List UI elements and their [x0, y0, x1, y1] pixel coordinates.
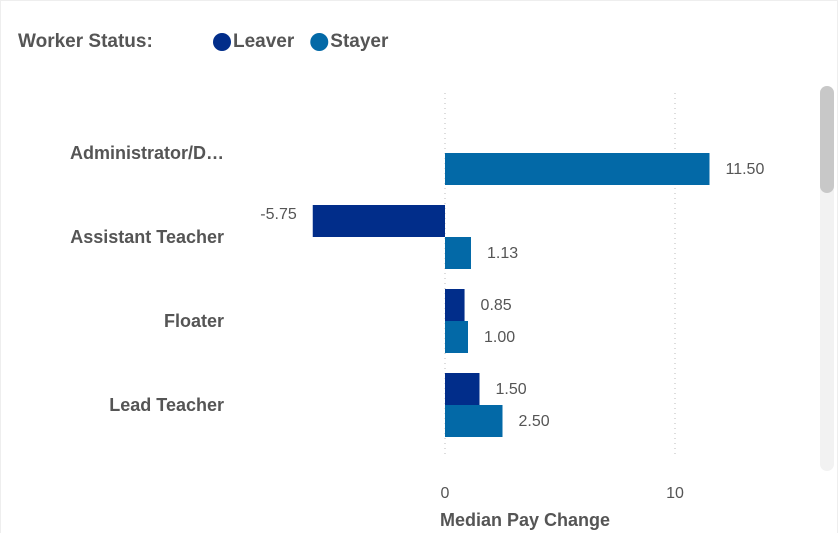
- legend-marker: [213, 33, 231, 51]
- value-label: 0.85: [481, 297, 512, 314]
- y-tick-label: Floater: [164, 311, 224, 331]
- x-axis-title: Median Pay Change: [440, 510, 610, 530]
- value-label: 1.00: [484, 329, 515, 346]
- bar: [445, 321, 468, 353]
- bar: [445, 237, 471, 269]
- bar: [445, 153, 710, 185]
- value-label: 1.50: [496, 381, 527, 398]
- bar: [312, 205, 445, 237]
- y-tick-label: Administrator/D…: [70, 143, 224, 163]
- value-label: 2.50: [519, 413, 550, 430]
- legend-marker: [310, 33, 329, 51]
- y-tick-label: Assistant Teacher: [70, 227, 224, 247]
- legend-label: Leaver: [233, 31, 295, 52]
- bar: [445, 289, 465, 321]
- x-tick-label: 10: [666, 485, 684, 502]
- x-tick-label: 0: [441, 485, 450, 502]
- value-label: 1.13: [487, 245, 518, 262]
- legend-title: Worker Status:: [18, 31, 153, 52]
- value-label: 11.50: [726, 161, 765, 178]
- legend-label: Stayer: [330, 31, 389, 52]
- bar: [445, 405, 503, 437]
- bar: [445, 373, 480, 405]
- scrollbar-thumb[interactable]: [820, 86, 834, 193]
- value-label: -5.75: [260, 206, 297, 223]
- y-tick-label: Lead Teacher: [109, 395, 224, 415]
